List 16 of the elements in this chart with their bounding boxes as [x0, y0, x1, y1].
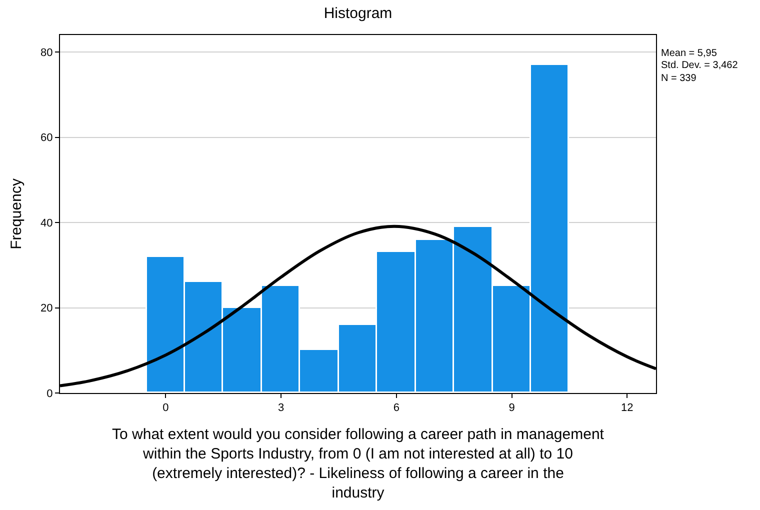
x-axis-title: To what extent would you consider following a career path in management within the Sports Industry, from 0 (I am not interested at all) to 10 (extremely interested)? - Likeliness of following a career in the industry [112, 426, 605, 502]
x-tick-label: 3 [278, 402, 284, 414]
x-tick-label: 6 [393, 402, 400, 414]
y-tick-label: 0 [46, 388, 53, 400]
y-tick-label: 40 [40, 217, 53, 230]
chart-title: Histogram [324, 5, 392, 22]
text: Std. Dev. = 3,462 [661, 60, 738, 71]
y-axis-title: Frequency [8, 178, 25, 250]
y-tick-label: 80 [40, 46, 53, 59]
x-tick-label: 9 [508, 402, 515, 414]
x-tick-label: 12 [621, 402, 634, 414]
text: N = 339 [661, 73, 697, 84]
y-tick-label: 20 [40, 302, 53, 315]
y-tick-label: 60 [40, 132, 53, 144]
text: Mean = 5,95 [661, 48, 718, 59]
x-tick-label: 0 [162, 402, 169, 414]
